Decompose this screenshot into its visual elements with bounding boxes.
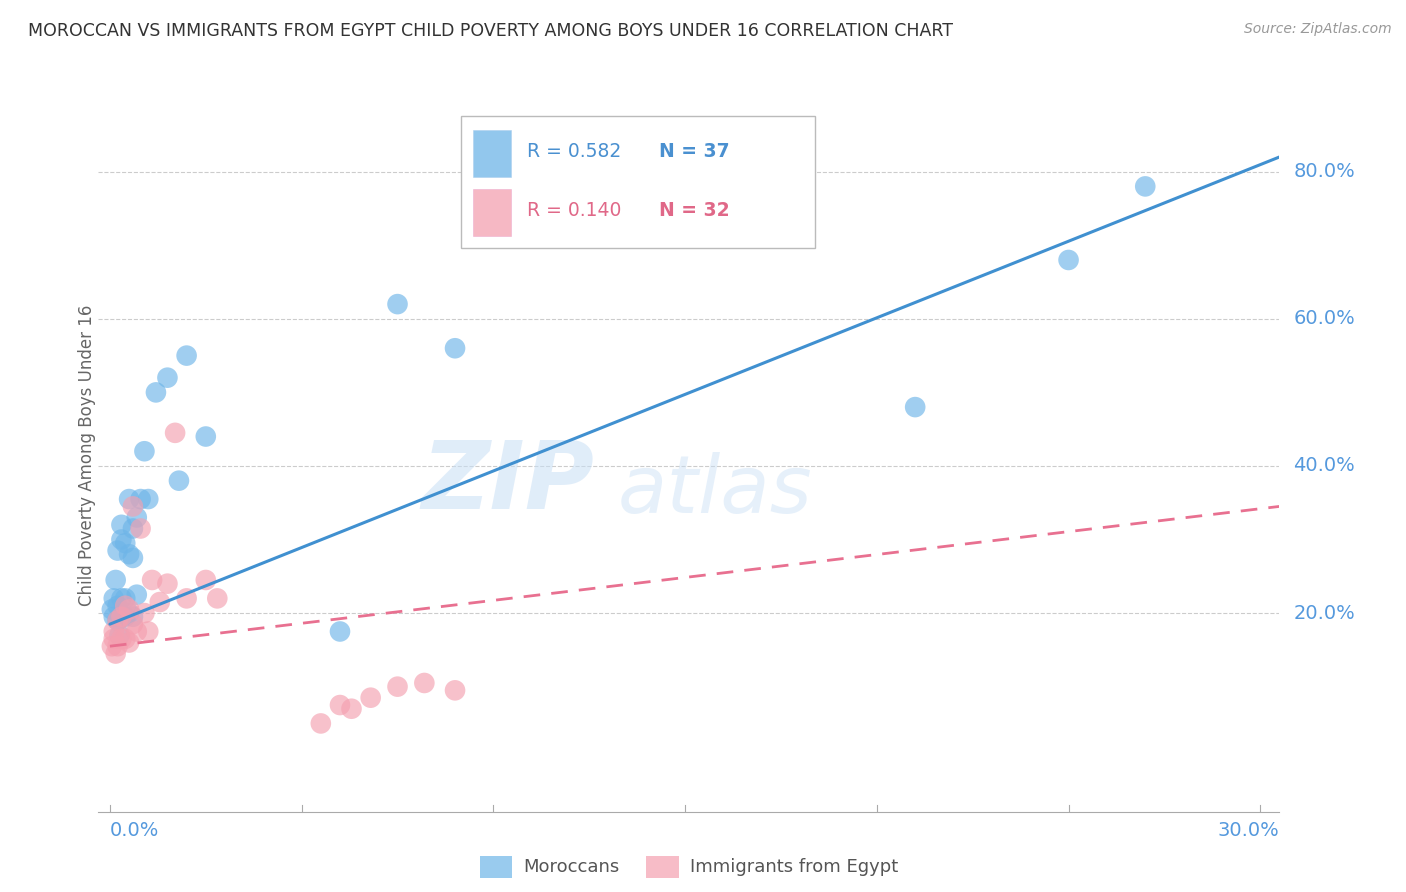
Point	[118, 491, 141, 506]
Point	[125, 588, 148, 602]
Text: ZIP: ZIP	[422, 437, 595, 530]
Point	[122, 521, 145, 535]
Point	[156, 576, 179, 591]
Legend: Moroccans, Immigrants from Egypt: Moroccans, Immigrants from Egypt	[472, 848, 905, 885]
Point	[207, 591, 229, 606]
Point	[110, 609, 132, 624]
Point	[136, 491, 159, 506]
Point	[125, 510, 148, 524]
Point	[107, 614, 129, 628]
Point	[134, 606, 156, 620]
Point	[118, 606, 141, 620]
Bar	[472, 130, 510, 177]
Point	[444, 683, 467, 698]
Point	[107, 543, 129, 558]
Point	[309, 716, 332, 731]
Point	[107, 639, 129, 653]
Point	[1057, 252, 1080, 267]
Point	[125, 624, 148, 639]
FancyBboxPatch shape	[461, 116, 815, 248]
Text: R = 0.140: R = 0.140	[527, 201, 621, 219]
Point	[156, 370, 179, 384]
Point	[104, 647, 127, 661]
Point	[107, 599, 129, 613]
Text: Source: ZipAtlas.com: Source: ZipAtlas.com	[1244, 22, 1392, 37]
Point	[1135, 179, 1157, 194]
Point	[165, 425, 187, 440]
Point	[114, 632, 136, 646]
Text: 40.0%: 40.0%	[1294, 457, 1355, 475]
Text: 0.0%: 0.0%	[110, 821, 159, 839]
Point	[360, 690, 382, 705]
Point	[101, 639, 124, 653]
Text: N = 37: N = 37	[659, 142, 730, 161]
Point	[118, 635, 141, 649]
Point	[110, 517, 132, 532]
Point	[122, 500, 145, 514]
Point	[904, 400, 927, 414]
Point	[103, 632, 125, 646]
Point	[110, 609, 132, 624]
Text: 30.0%: 30.0%	[1218, 821, 1279, 839]
Text: 20.0%: 20.0%	[1294, 604, 1355, 623]
Point	[103, 609, 125, 624]
Point	[176, 591, 198, 606]
Point	[118, 547, 141, 561]
Point	[118, 602, 141, 616]
Point	[413, 676, 436, 690]
Text: 80.0%: 80.0%	[1294, 162, 1355, 181]
Point	[122, 550, 145, 565]
Point	[329, 624, 352, 639]
Point	[340, 702, 363, 716]
Point	[149, 595, 172, 609]
Point	[103, 624, 125, 639]
Point	[329, 698, 352, 712]
Point	[114, 591, 136, 606]
Point	[104, 573, 127, 587]
Point	[114, 536, 136, 550]
Point	[114, 599, 136, 613]
Point	[387, 297, 409, 311]
Point	[444, 341, 467, 355]
Text: MOROCCAN VS IMMIGRANTS FROM EGYPT CHILD POVERTY AMONG BOYS UNDER 16 CORRELATION : MOROCCAN VS IMMIGRANTS FROM EGYPT CHILD …	[28, 22, 953, 40]
Point	[136, 624, 159, 639]
Point	[110, 591, 132, 606]
Point	[387, 680, 409, 694]
Point	[110, 533, 132, 547]
Bar	[472, 189, 510, 235]
Point	[103, 591, 125, 606]
Point	[134, 444, 156, 458]
Point	[107, 614, 129, 628]
Point	[101, 602, 124, 616]
Point	[110, 632, 132, 646]
Text: R = 0.582: R = 0.582	[527, 142, 621, 161]
Point	[141, 573, 163, 587]
Y-axis label: Child Poverty Among Boys Under 16: Child Poverty Among Boys Under 16	[79, 304, 96, 606]
Point	[129, 521, 152, 535]
Point	[129, 491, 152, 506]
Point	[194, 429, 217, 443]
Point	[108, 628, 131, 642]
Point	[194, 573, 217, 587]
Text: 60.0%: 60.0%	[1294, 310, 1355, 328]
Text: N = 32: N = 32	[659, 201, 730, 219]
Text: atlas: atlas	[619, 451, 813, 530]
Point	[122, 617, 145, 632]
Point	[122, 609, 145, 624]
Point	[167, 474, 190, 488]
Point	[176, 349, 198, 363]
Point	[114, 609, 136, 624]
Point	[145, 385, 167, 400]
